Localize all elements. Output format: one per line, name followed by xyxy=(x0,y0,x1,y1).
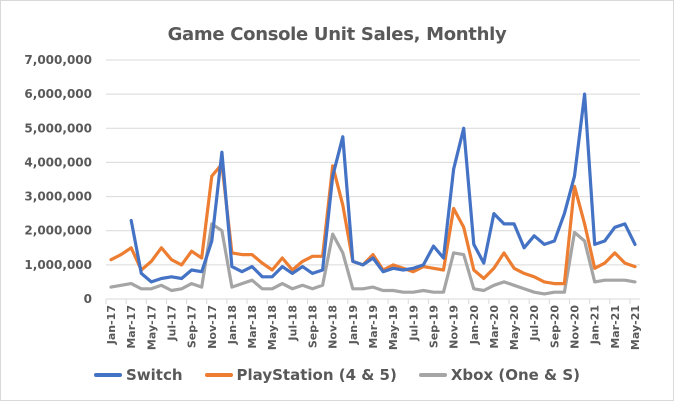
x-tick-label: Jan-18 xyxy=(226,305,239,345)
x-tick-label: Mar-19 xyxy=(367,305,380,349)
x-tick-label: Sep-19 xyxy=(427,305,440,348)
y-tick-label: 3,000,000 xyxy=(24,190,92,204)
legend: Switch PlayStation (4 & 5) Xbox (One & S… xyxy=(0,366,674,384)
x-tick-label: Jan-21 xyxy=(589,305,602,345)
x-tick-label: May-21 xyxy=(629,305,642,350)
y-tick-label: 5,000,000 xyxy=(24,121,92,135)
chart-title: Game Console Unit Sales, Monthly xyxy=(167,24,507,45)
legend-item-xbox: Xbox (One & S) xyxy=(418,366,580,384)
x-tick-label: May-20 xyxy=(508,305,521,350)
x-tick-label: May-17 xyxy=(145,305,158,350)
legend-label-playstation: PlayStation (4 & 5) xyxy=(236,366,397,384)
x-tick-label: Mar-20 xyxy=(488,305,501,349)
legend-label-xbox: Xbox (One & S) xyxy=(450,366,580,384)
x-tick-label: Sep-20 xyxy=(548,305,561,348)
y-tick-label: 2,000,000 xyxy=(24,224,92,238)
x-tick-label: Jan-17 xyxy=(105,305,118,345)
x-tick-label: Jul-20 xyxy=(528,305,541,342)
x-axis: Jan-17 Mar-17 May-17 Jul-17 Sep-17 Nov-17 Jan-… xyxy=(105,298,642,350)
x-tick-label: Nov-20 xyxy=(569,305,582,349)
legend-swatch-xbox xyxy=(418,373,447,377)
x-tick-label: Jan-20 xyxy=(468,305,481,346)
series-lines xyxy=(109,92,637,296)
y-axis-ticks: 0 1,000,000 2,000,000 3,000,000 4,000,000 5,0… xyxy=(24,53,92,306)
legend-swatch-switch xyxy=(93,373,122,377)
x-tick-label: Sep-17 xyxy=(186,305,199,348)
x-tick-label: Nov-17 xyxy=(206,305,219,349)
series-line-xbox-one-s xyxy=(109,222,637,296)
x-tick-label: Jul-17 xyxy=(165,305,178,342)
y-tick-label: 4,000,000 xyxy=(24,155,92,169)
x-tick-label: Nov-19 xyxy=(448,305,461,349)
legend-label-switch: Switch xyxy=(125,366,183,384)
x-tick-label: Mar-17 xyxy=(125,305,138,349)
legend-item-playstation: PlayStation (4 & 5) xyxy=(204,366,397,384)
y-tick-label: 7,000,000 xyxy=(24,53,92,67)
y-tick-label: 1,000,000 xyxy=(24,258,92,272)
x-tick-label: Sep-18 xyxy=(307,305,320,348)
x-tick-label: May-18 xyxy=(266,305,279,350)
y-tick-label: 6,000,000 xyxy=(24,87,92,101)
legend-item-switch: Switch xyxy=(93,366,183,384)
x-tick-label: May-19 xyxy=(387,305,400,350)
x-tick-label: Mar-18 xyxy=(246,305,259,349)
y-tick-label: 0 xyxy=(84,292,92,306)
x-tick-label: Mar-21 xyxy=(609,305,622,349)
series-line-playstation-4-5 xyxy=(109,162,637,286)
legend-swatch-playstation xyxy=(204,373,233,377)
x-tick-label: Jul-18 xyxy=(286,305,299,342)
x-tick-label: Nov-18 xyxy=(327,305,340,349)
gridlines xyxy=(106,59,640,266)
x-tick-label: Jul-19 xyxy=(407,305,420,342)
x-tick-label: Jan-19 xyxy=(347,305,360,345)
series-line-switch xyxy=(129,92,637,284)
